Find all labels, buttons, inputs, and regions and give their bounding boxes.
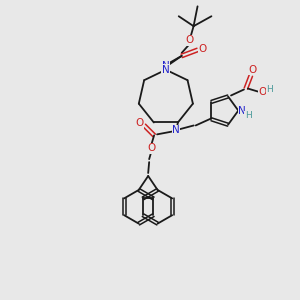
Text: O: O	[135, 118, 143, 128]
Text: O: O	[259, 86, 267, 97]
Text: O: O	[198, 44, 207, 54]
Text: N: N	[172, 125, 180, 135]
Text: N: N	[238, 106, 246, 116]
Text: H: H	[266, 85, 273, 94]
Text: N: N	[162, 61, 170, 71]
Text: O: O	[249, 65, 257, 75]
Text: O: O	[147, 143, 155, 153]
Text: O: O	[185, 35, 194, 45]
Text: N: N	[162, 65, 170, 75]
Text: H: H	[245, 111, 252, 120]
